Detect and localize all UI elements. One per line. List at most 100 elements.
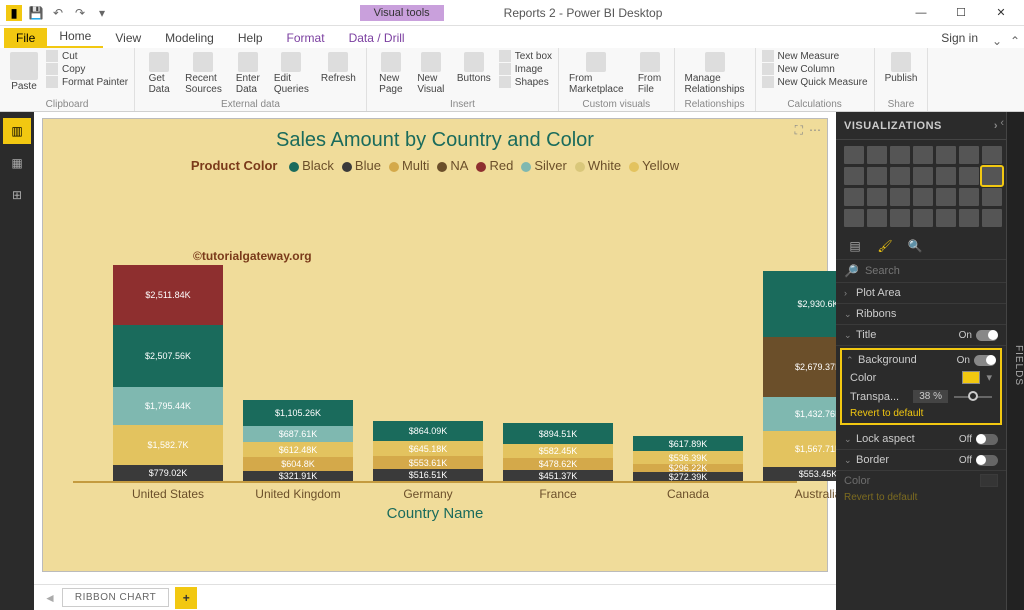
model-view-icon[interactable]: ⊞ [3,182,31,208]
data-view-icon[interactable]: ▦ [3,150,31,176]
bg-color-dropdown-icon[interactable]: ▾ [986,371,992,384]
transparency-slider[interactable] [954,396,992,398]
viz-type-icon[interactable] [982,146,1002,164]
section-lock-aspect[interactable]: ⌄Lock aspectOff [836,429,1006,450]
chart-segment[interactable]: $296.22K [633,464,743,472]
viz-type-icon[interactable] [959,146,979,164]
tab-home[interactable]: Home [47,26,103,48]
section-background[interactable]: ⌃BackgroundOn [846,352,996,368]
refresh-button[interactable]: Refresh [317,50,360,86]
new-quick-measure-button[interactable]: New Quick Measure [762,76,868,88]
chart-segment[interactable]: $2,511.84K [113,265,223,325]
viz-type-icon[interactable] [867,188,887,206]
viz-type-icon[interactable] [913,146,933,164]
report-view-icon[interactable]: ▥ [3,118,31,144]
viz-type-icon[interactable] [844,209,864,227]
viz-type-icon[interactable] [959,167,979,185]
new-visual-button[interactable]: New Visual [413,50,449,97]
manage-relationships-button[interactable]: Manage Relationships [681,50,749,97]
publish-button[interactable]: Publish [881,50,922,86]
search-input[interactable] [865,265,1006,277]
chart-segment[interactable]: $582.45K [503,444,613,458]
chart-segment[interactable]: $2,507.56K [113,325,223,387]
viz-type-icon[interactable] [982,209,1002,227]
viz-type-icon[interactable] [844,167,864,185]
chart-segment[interactable]: $779.02K [113,465,223,481]
maximize-button[interactable]: ☐ [946,3,976,23]
chart-segment[interactable]: $1,567.71K [763,431,836,467]
from-marketplace-button[interactable]: From Marketplace [565,50,627,97]
new-measure-button[interactable]: New Measure [762,50,868,62]
new-page-button[interactable]: New Page [373,50,409,97]
chart-segment[interactable]: $478.62K [503,458,613,470]
close-button[interactable]: ✕ [986,3,1016,23]
lock-aspect-toggle[interactable] [976,434,998,445]
border-toggle[interactable] [976,455,998,466]
viz-type-icon[interactable] [913,188,933,206]
chart-segment[interactable]: $2,930.6K [763,271,836,337]
chart-segment[interactable]: $604.8K [243,457,353,471]
copy-button[interactable]: Copy [46,63,128,75]
chart-segment[interactable]: $1,105.26K [243,400,353,426]
tab-help[interactable]: Help [226,28,275,48]
chart-segment[interactable]: $617.89K [633,436,743,451]
chart-segment[interactable]: $536.39K [633,451,743,464]
title-toggle[interactable] [976,330,998,341]
viz-type-icon[interactable] [959,209,979,227]
chart-segment[interactable]: $612.48K [243,442,353,457]
shapes-button[interactable]: Shapes [499,76,552,88]
section-plot-area[interactable]: ›Plot Area [836,283,1006,304]
chart-segment[interactable]: $2,679.37K [763,337,836,397]
page-tab-ribbon-chart[interactable]: RIBBON CHART [62,588,169,607]
save-icon[interactable]: 💾 [28,5,44,21]
viz-type-icon[interactable] [959,188,979,206]
chart-segment[interactable]: $553.45K [763,467,836,481]
viz-type-icon[interactable] [867,167,887,185]
new-column-button[interactable]: New Column [762,63,868,75]
viz-type-icon[interactable] [936,146,956,164]
enter-data-button[interactable]: Enter Data [230,50,266,97]
get-data-button[interactable]: Get Data [141,50,177,97]
chart-segment[interactable]: $1,795.44K [113,387,223,425]
format-pane-icon[interactable]: 🖌 [876,237,894,255]
prev-page-icon[interactable]: ◄ [44,591,56,605]
chart-segment[interactable]: $645.18K [373,441,483,456]
format-painter-button[interactable]: Format Painter [46,76,128,88]
tab-modeling[interactable]: Modeling [153,28,226,48]
tab-view[interactable]: View [103,28,153,48]
chart-segment[interactable]: $516.51K [373,469,483,481]
transparency-value[interactable]: 38 % [913,390,948,403]
qat-dropdown-icon[interactable]: ▾ [94,5,110,21]
redo-icon[interactable]: ↷ [72,5,88,21]
collapse-panel-icon[interactable]: › [994,120,998,132]
chart-segment[interactable]: $451.37K [503,470,613,481]
tab-datadrill[interactable]: Data / Drill [337,28,417,48]
edit-queries-button[interactable]: Edit Queries [270,50,313,97]
viz-type-icon[interactable] [890,188,910,206]
fields-collapse-icon[interactable]: ‹ [1000,117,1004,129]
viz-type-icon[interactable] [913,209,933,227]
viz-type-icon[interactable] [867,146,887,164]
add-page-button[interactable]: + [175,587,197,609]
chart-segment[interactable]: $272.39K [633,472,743,481]
section-title[interactable]: ⌄TitleOn [836,325,1006,346]
chart-segment[interactable]: $687.61K [243,426,353,442]
buttons-button[interactable]: Buttons [453,50,495,86]
minimize-button[interactable]: — [906,3,936,23]
viz-type-icon[interactable] [936,209,956,227]
viz-type-icon[interactable] [936,188,956,206]
viz-type-icon[interactable] [890,146,910,164]
signin-dropdown-icon[interactable]: ⌄ [988,34,1006,48]
fields-panel-tab[interactable]: FIELDS [1006,112,1024,610]
image-button[interactable]: Image [499,63,552,75]
chart-segment[interactable]: $1,582.7K [113,425,223,465]
viz-type-icon[interactable] [936,167,956,185]
section-ribbons[interactable]: ⌄Ribbons [836,304,1006,325]
tab-file[interactable]: File [4,28,47,48]
revert-to-default-link[interactable]: Revert to default [846,406,996,421]
chart-segment[interactable]: $894.51K [503,423,613,444]
more-options-icon[interactable]: ⋯ [809,123,821,138]
collapse-ribbon-icon[interactable]: ⌃ [1006,34,1024,48]
tab-format[interactable]: Format [275,28,337,48]
recent-sources-button[interactable]: Recent Sources [181,50,226,97]
